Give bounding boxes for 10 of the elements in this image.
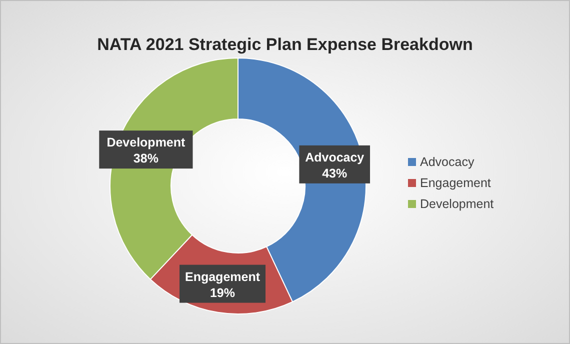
data-label: 43% [322, 166, 348, 180]
data-label: 38% [133, 152, 158, 166]
legend-label: Development [420, 197, 494, 211]
data-label: 19% [210, 286, 236, 300]
slice-label: Engagement [185, 270, 261, 284]
slice-label: Development [106, 136, 186, 150]
slice-label: Advocacy [305, 150, 364, 164]
chart-title: NATA 2021 Strategic Plan Expense Breakdown [97, 35, 473, 54]
slice-label: Advocacy [420, 155, 475, 169]
legend-label: Engagement [420, 176, 492, 190]
